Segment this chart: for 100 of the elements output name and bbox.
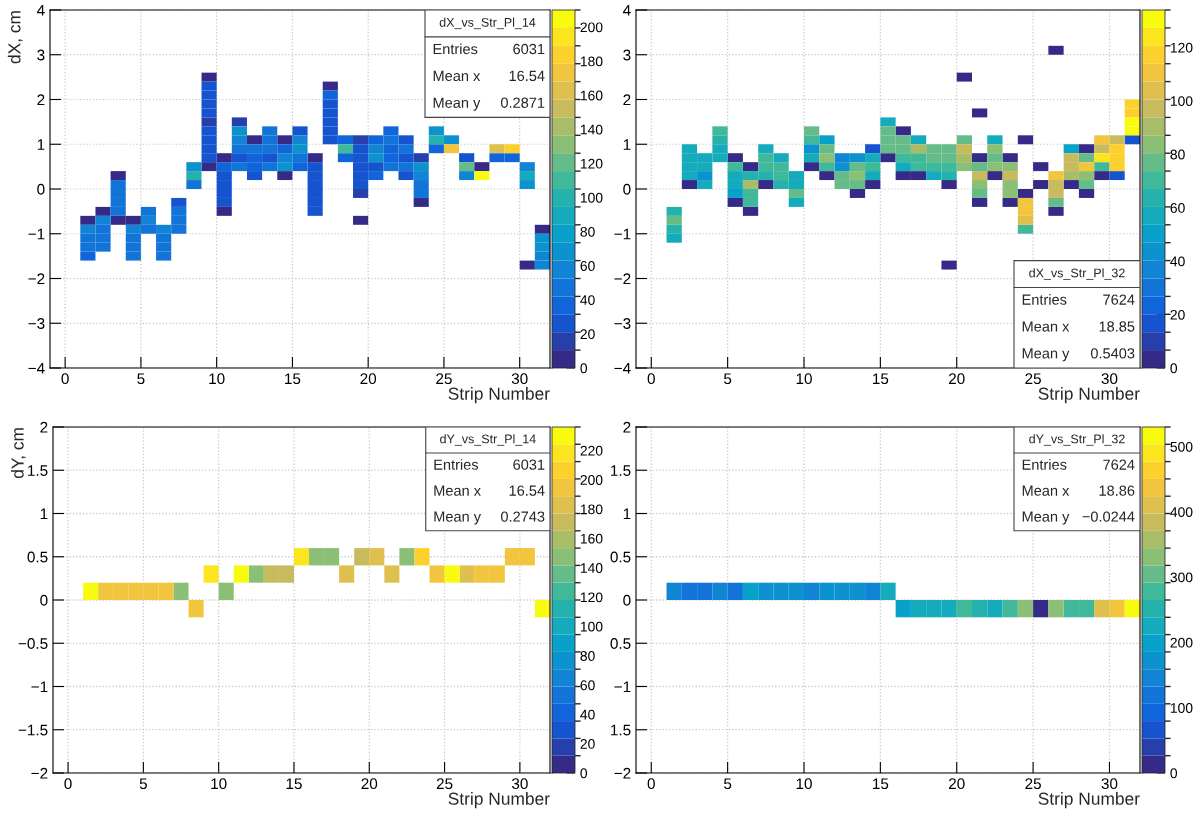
annotation: dY_vs_Str_Pl_32 (1029, 434, 1125, 446)
x-tick-label: 5 (724, 778, 732, 790)
point (459, 565, 475, 583)
y-axis-title: dY, cm (10, 428, 26, 479)
color-bar-label: 0 (580, 363, 588, 374)
color-bar-label: 200 (1170, 637, 1193, 648)
color-bar-label: 80 (580, 651, 595, 661)
color-bar-label: 20 (580, 329, 595, 340)
text: Mean y 0.5403 (1022, 348, 1135, 362)
y-tick-label: 1 (623, 139, 631, 150)
point (83, 582, 99, 600)
color-bar-label: 80 (1170, 149, 1185, 160)
color-bar-label: 140 (580, 563, 603, 573)
color-bar-label: 200 (580, 22, 603, 33)
x-tick-label: 15 (285, 373, 301, 385)
x-tick-label: 10 (796, 778, 812, 790)
color-bar-label: 120 (580, 592, 603, 603)
x-axis-title: Strip Number (1038, 792, 1140, 809)
y-tick-label: 4 (622, 5, 631, 16)
point (489, 565, 505, 583)
x-tick-label: 5 (139, 778, 147, 790)
y-tick-label: −4 (28, 363, 45, 374)
x-tick-label: 25 (1025, 778, 1041, 790)
color-bar-label: 60 (1170, 203, 1185, 213)
y-tick-label: 1.5 (611, 465, 631, 476)
y-tick-label: 0.5 (610, 551, 631, 563)
color-bar-label: 80 (580, 226, 595, 237)
point (218, 582, 234, 600)
y-tick-label: 2 (40, 421, 48, 433)
color-bar-label: 60 (580, 261, 595, 271)
point (534, 600, 550, 618)
color-bar-label: 20 (1170, 309, 1185, 320)
x-tick-label: 5 (137, 373, 145, 385)
color-bar-label: 400 (1170, 507, 1193, 518)
text: Mean y 0.2871 (433, 97, 545, 111)
y-tick-label: −2 (614, 273, 631, 285)
x-tick-label: 30 (511, 373, 528, 385)
point (519, 548, 535, 566)
text: Mean x 16.54 (434, 485, 545, 496)
x-tick-label: 15 (286, 778, 302, 790)
text: Entries 7624 (1022, 459, 1135, 470)
x-tick-label: 0 (64, 778, 72, 790)
y-tick-label: 0 (623, 594, 631, 606)
x-tick-label: 25 (1025, 373, 1041, 385)
point (414, 548, 430, 566)
color-bar-label: 300 (1170, 572, 1193, 583)
x-axis-title: Strip Number (1038, 387, 1140, 404)
color-bar-label: 160 (580, 533, 603, 544)
text: Mean x 18.85 (1022, 321, 1135, 332)
point (293, 548, 310, 566)
x-axis-title: Strip Number (448, 792, 550, 809)
point (444, 565, 460, 583)
x-tick-label: 25 (436, 373, 452, 385)
y-tick-label: −1 (28, 228, 45, 240)
y-tick-label: 0 (623, 183, 631, 195)
y-tick-label: 0.5 (610, 638, 631, 649)
color-bar-label: 40 (580, 295, 595, 305)
y-tick-label: −4 (614, 363, 631, 374)
x-tick-label: 20 (360, 373, 377, 385)
y-tick-label: 3 (623, 49, 631, 61)
y-tick-label: 1.5 (28, 465, 48, 476)
color-bar-label: 160 (580, 90, 603, 101)
x-tick-label: 30 (1101, 373, 1118, 385)
annotation: dY_vs_Str_Pl_14 (440, 434, 536, 446)
text: Mean y 0.2743 (434, 511, 545, 525)
color-bar-label: 60 (580, 680, 595, 691)
color-bar-label: 100 (580, 192, 603, 203)
y-tick-label: −2 (31, 767, 48, 779)
text: Entries 6031 (433, 43, 545, 55)
y-tick-label: 1 (40, 508, 48, 520)
point (128, 582, 144, 600)
y-tick-label: 0 (37, 183, 45, 195)
x-axis-title: Strip Number (448, 387, 550, 404)
color-bar-label: 220 (580, 445, 603, 456)
x-tick-label: 10 (796, 373, 812, 385)
color-bar-label: 0 (1170, 768, 1178, 779)
y-tick-label: −3 (28, 318, 45, 329)
x-tick-label: 25 (436, 778, 453, 790)
annotation: dX_vs_Str_Pl_14 (439, 17, 536, 30)
x-tick-label: 0 (647, 373, 655, 385)
y-tick-label: −2 (28, 273, 45, 285)
x-tick-label: 20 (949, 778, 965, 790)
annotation: dX_vs_Str_Pl_32 (1029, 268, 1125, 280)
y-tick-label: 1 (623, 508, 631, 520)
y-tick-label: −3 (614, 318, 631, 329)
point (248, 565, 264, 583)
color-bar-label: 200 (580, 475, 603, 485)
color-bar-label: 40 (1170, 256, 1185, 267)
y-tick-label: 3 (37, 49, 45, 61)
x-tick-label: 15 (873, 778, 889, 790)
y-tick-label: 1.5 (611, 724, 631, 736)
annotation: Mean y −0.0244 (1022, 511, 1135, 525)
point (143, 582, 159, 600)
color-bar-label: 140 (580, 124, 603, 135)
point (399, 548, 415, 566)
color-bar-label: 100 (1170, 96, 1193, 107)
color-bar-label: 0 (580, 768, 588, 779)
x-tick-label: 10 (209, 373, 225, 385)
y-tick-label: −0.5 (18, 638, 48, 649)
y-axis-title: dX, cm (7, 11, 23, 64)
